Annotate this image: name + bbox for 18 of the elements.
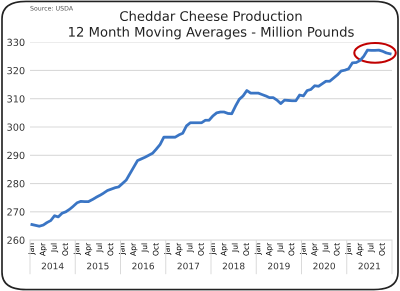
text: 2014 xyxy=(42,262,64,270)
y-tick-label: 330 xyxy=(7,38,24,46)
text: 2019 xyxy=(268,262,290,270)
text: 2017 xyxy=(178,262,200,270)
y-tick-label: 260 xyxy=(7,236,24,244)
y-tick-label: 310 xyxy=(7,95,24,103)
y-tick-label: 290 xyxy=(7,152,24,160)
chart-title: Cheddar Cheese Production 12 Month Moving Averages - Million Pounds xyxy=(69,10,354,40)
line-series xyxy=(30,48,392,228)
text: 2018 xyxy=(222,262,244,270)
y-tick-label: 270 xyxy=(7,208,24,216)
y-tick-label: 280 xyxy=(7,180,24,188)
y-tick-label: 300 xyxy=(7,123,24,131)
text: 2020 xyxy=(313,262,336,270)
text: 2021 xyxy=(358,262,380,270)
y-tick-label: 320 xyxy=(7,66,24,74)
text: 2015 xyxy=(87,262,109,270)
text: 2016 xyxy=(132,262,154,270)
